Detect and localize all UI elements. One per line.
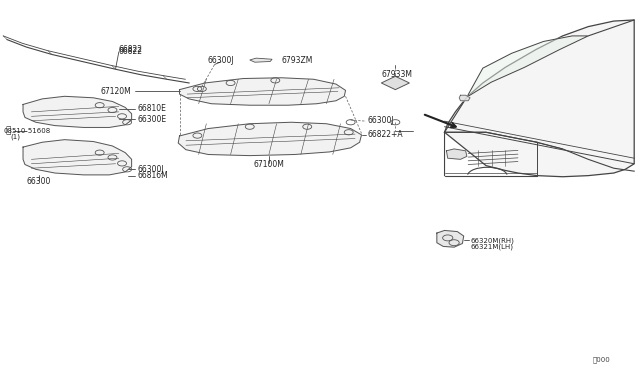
Polygon shape xyxy=(437,231,464,247)
Text: 66822+A: 66822+A xyxy=(368,130,404,140)
Text: 6793ZM: 6793ZM xyxy=(282,56,313,65)
Text: 66300E: 66300E xyxy=(138,115,167,124)
Text: 66816M: 66816M xyxy=(138,171,169,180)
Text: 66300J: 66300J xyxy=(208,56,234,65)
Text: Ⓢ: Ⓢ xyxy=(6,126,11,136)
Text: 67100M: 67100M xyxy=(253,160,284,169)
Text: 66822: 66822 xyxy=(119,45,143,54)
Polygon shape xyxy=(23,96,132,128)
Polygon shape xyxy=(447,149,467,159)
Text: 66810E: 66810E xyxy=(138,105,167,113)
Text: 67120M: 67120M xyxy=(101,87,132,96)
Text: (1): (1) xyxy=(10,134,20,140)
Polygon shape xyxy=(250,58,272,62)
Text: 㙠000: 㙠000 xyxy=(593,356,611,363)
Polygon shape xyxy=(381,76,410,90)
Polygon shape xyxy=(445,20,634,177)
Text: 66822: 66822 xyxy=(119,47,143,56)
Polygon shape xyxy=(23,140,132,175)
Text: 66321M(LH): 66321M(LH) xyxy=(470,244,513,250)
Polygon shape xyxy=(178,122,362,155)
Text: 66320M(RH): 66320M(RH) xyxy=(470,238,514,244)
Polygon shape xyxy=(467,36,588,97)
Text: 66300J: 66300J xyxy=(138,165,164,174)
Text: 66300: 66300 xyxy=(27,177,51,186)
Text: 66300J: 66300J xyxy=(368,116,394,125)
Polygon shape xyxy=(460,95,470,101)
Text: 08510-51608: 08510-51608 xyxy=(4,128,51,134)
Polygon shape xyxy=(179,78,346,105)
Text: 67933M: 67933M xyxy=(381,70,412,79)
